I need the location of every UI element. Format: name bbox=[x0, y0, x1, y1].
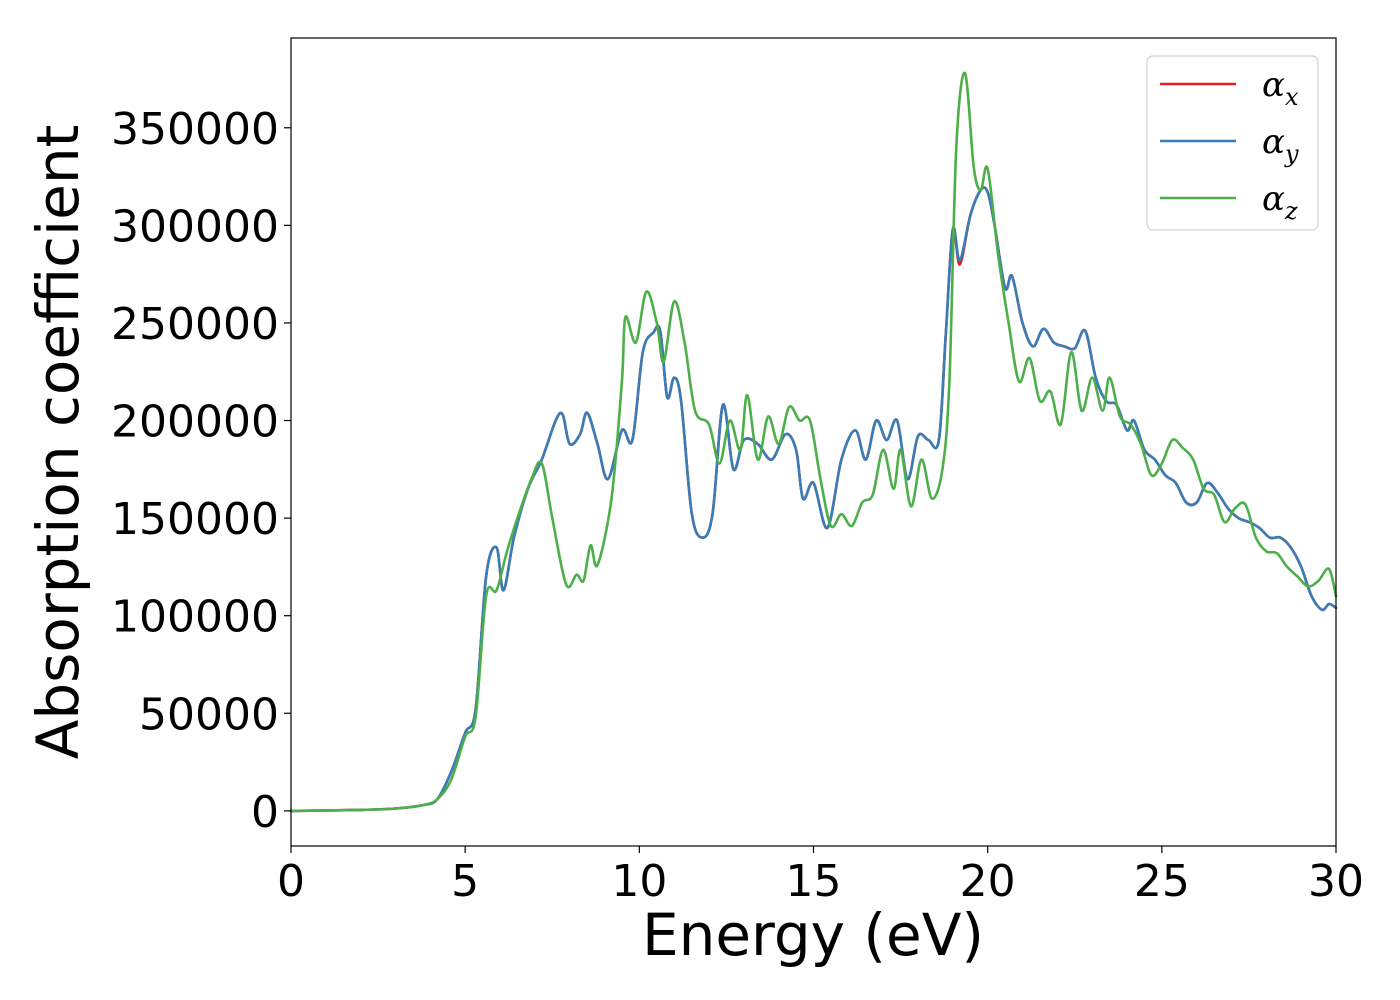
y-tick-label: 350000 bbox=[111, 104, 279, 155]
series-line-z bbox=[289, 71, 1338, 813]
y-axis-label: Absorption coefficient bbox=[24, 125, 92, 760]
x-tick-label: 30 bbox=[1308, 856, 1364, 907]
y-tick-label: 300000 bbox=[111, 201, 279, 252]
y-axis-ticks: 0 50000 100000 150000 200000 250000 300000 3500… bbox=[111, 104, 291, 838]
legend-box bbox=[1146, 55, 1319, 231]
x-tick-label: 15 bbox=[786, 856, 842, 907]
legend-label-y: αy bbox=[1262, 122, 1299, 168]
y-tick-label: 100000 bbox=[111, 592, 279, 643]
y-tick-label: 0 bbox=[251, 787, 279, 838]
series-line-y bbox=[289, 186, 1338, 813]
x-tick-label: 10 bbox=[611, 856, 667, 907]
x-tick-label: 5 bbox=[451, 856, 479, 907]
y-tick-label: 50000 bbox=[139, 689, 279, 740]
x-tick-label: 25 bbox=[1134, 856, 1190, 907]
series-lines bbox=[289, 71, 1338, 813]
x-axis-ticks: 0 5 10 15 20 25 30 bbox=[277, 846, 1364, 907]
x-tick-label: 0 bbox=[277, 856, 305, 907]
y-tick-label: 250000 bbox=[111, 299, 279, 350]
x-axis-label: Energy (eV) bbox=[642, 901, 984, 969]
y-tick-label: 200000 bbox=[111, 397, 279, 448]
x-tick-label: 20 bbox=[960, 856, 1016, 907]
y-tick-label: 150000 bbox=[111, 494, 279, 545]
